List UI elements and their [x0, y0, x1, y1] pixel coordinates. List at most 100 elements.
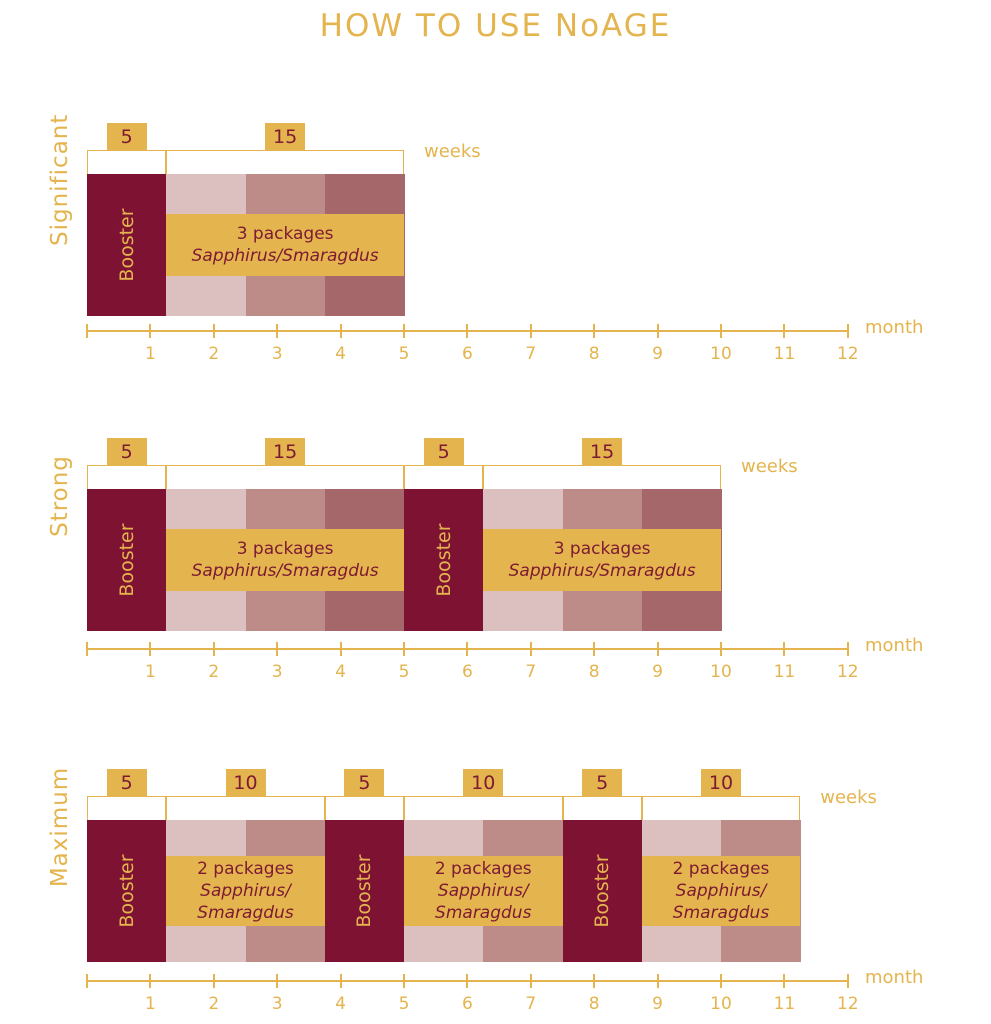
month-tick-label: 7	[525, 662, 537, 682]
month-tick-label: 7	[525, 344, 537, 364]
packages-block: 2 packages Sapphirus/Smaragdus	[641, 820, 801, 962]
booster-label: Booster	[591, 854, 614, 928]
package-band: 3 packages Sapphirus/Smaragdus	[483, 529, 721, 591]
axis-tick	[720, 642, 722, 656]
axis-tick	[846, 642, 849, 656]
axis-tick	[656, 974, 659, 988]
package-names: Sapphirus/	[437, 881, 529, 901]
week-count-badge: 10	[225, 769, 266, 797]
axis-tick	[403, 974, 405, 988]
month-unit-label: month	[865, 317, 924, 338]
axis-tick	[149, 974, 152, 988]
month-tick-label: 5	[398, 994, 410, 1014]
booster-block: Booster	[324, 820, 404, 962]
row-label: Maximum	[47, 766, 73, 888]
month-tick-label: 2	[208, 344, 220, 364]
axis-tick	[783, 974, 786, 988]
package-count: 3 packages	[236, 224, 334, 244]
month-tick-label: 4	[335, 994, 346, 1014]
axis-tick	[846, 974, 849, 988]
month-tick-label: 11	[773, 994, 796, 1014]
package-band: 3 packages Sapphirus/Smaragdus	[166, 214, 404, 276]
section-maximum: Maximum 5 Booster 10 2 packages Sapphirus/Sma…	[0, 756, 991, 1014]
month-tick-label: 11	[773, 662, 796, 682]
package-names-2: Smaragdus	[197, 903, 294, 923]
packages-block: 3 packages Sapphirus/Smaragdus	[166, 489, 405, 631]
booster-label: Booster	[115, 523, 138, 597]
week-count-badge: 5	[582, 769, 623, 797]
axis-tick	[212, 974, 215, 988]
packages-block: 2 packages Sapphirus/Smaragdus	[166, 820, 326, 962]
package-count: 2 packages	[434, 859, 532, 879]
month-tick-label: 3	[271, 994, 283, 1014]
booster-block: Booster	[87, 174, 167, 316]
month-tick-label: 3	[271, 344, 283, 364]
axis-tick	[276, 324, 279, 338]
axis-tick	[86, 324, 88, 338]
axis-tick	[846, 324, 849, 338]
package-band: 3 packages Sapphirus/Smaragdus	[166, 529, 404, 591]
month-tick-label: 6	[461, 994, 473, 1014]
axis-tick	[656, 642, 659, 656]
package-names: Sapphirus/	[675, 881, 767, 901]
package-band: 2 packages Sapphirus/Smaragdus	[404, 856, 563, 926]
week-count-badge: 5	[344, 769, 385, 797]
weeks-unit-label: weeks	[820, 787, 877, 808]
axis-tick	[276, 974, 279, 988]
booster-label: Booster	[115, 854, 138, 928]
month-tick-label: 7	[525, 994, 537, 1014]
booster-label: Booster	[353, 854, 376, 928]
week-count-badge: 5	[106, 123, 147, 151]
month-tick-label: 9	[652, 662, 663, 682]
month-tick-label: 10	[710, 344, 732, 364]
month-unit-label: month	[865, 635, 924, 656]
week-count-badge: 15	[265, 123, 306, 151]
row-label: Strong	[47, 455, 73, 537]
axis-tick	[403, 324, 405, 338]
package-names: Sapphirus/Smaragdus	[191, 561, 379, 581]
axis-tick	[149, 324, 152, 338]
month-tick-label: 10	[710, 662, 732, 682]
weeks-unit-label: weeks	[424, 141, 481, 162]
package-count: 2 packages	[197, 859, 294, 879]
weeks-unit-label: weeks	[741, 456, 798, 477]
page-title: HOW TO USE NoAGE	[319, 8, 672, 44]
booster-block: Booster	[404, 489, 484, 631]
axis-tick	[466, 324, 469, 338]
week-count-badge: 10	[463, 769, 504, 797]
month-tick-label: 2	[208, 662, 220, 682]
axis-tick	[593, 324, 596, 338]
axis-tick	[339, 324, 342, 338]
axis-tick	[339, 642, 342, 656]
axis-tick	[403, 642, 405, 656]
package-count: 2 packages	[672, 859, 770, 879]
section-significant: Significant 5 Booster 15 3 packages Sapphirus…	[0, 110, 991, 364]
package-names-2: Smaragdus	[435, 903, 532, 923]
month-tick-label: 12	[836, 344, 859, 364]
axis-tick	[529, 974, 532, 988]
month-tick-label: 5	[398, 344, 410, 364]
package-count: 3 packages	[236, 539, 334, 559]
month-tick-label: 9	[652, 994, 663, 1014]
axis-tick	[149, 642, 152, 656]
axis-tick	[86, 974, 88, 988]
booster-label: Booster	[115, 208, 138, 282]
section-strong: Strong 5 Booster 15 3 packages Sapphirus/Smar…	[0, 425, 991, 682]
axis-tick	[212, 324, 215, 338]
axis-tick	[783, 324, 786, 338]
booster-block: Booster	[562, 820, 642, 962]
axis-tick	[466, 974, 469, 988]
axis-tick	[593, 642, 596, 656]
axis-tick	[783, 642, 786, 656]
month-tick-label: 12	[836, 994, 859, 1014]
week-count-badge: 5	[106, 769, 147, 797]
axis-tick	[86, 642, 88, 656]
month-tick-label: 6	[461, 662, 473, 682]
package-band: 2 packages Sapphirus/Smaragdus	[166, 856, 325, 926]
axis-tick	[276, 642, 279, 656]
axis-tick	[720, 974, 722, 988]
axis-tick	[339, 974, 342, 988]
month-tick-label: 3	[271, 662, 283, 682]
axis-tick	[212, 642, 215, 656]
month-tick-label: 6	[461, 344, 473, 364]
